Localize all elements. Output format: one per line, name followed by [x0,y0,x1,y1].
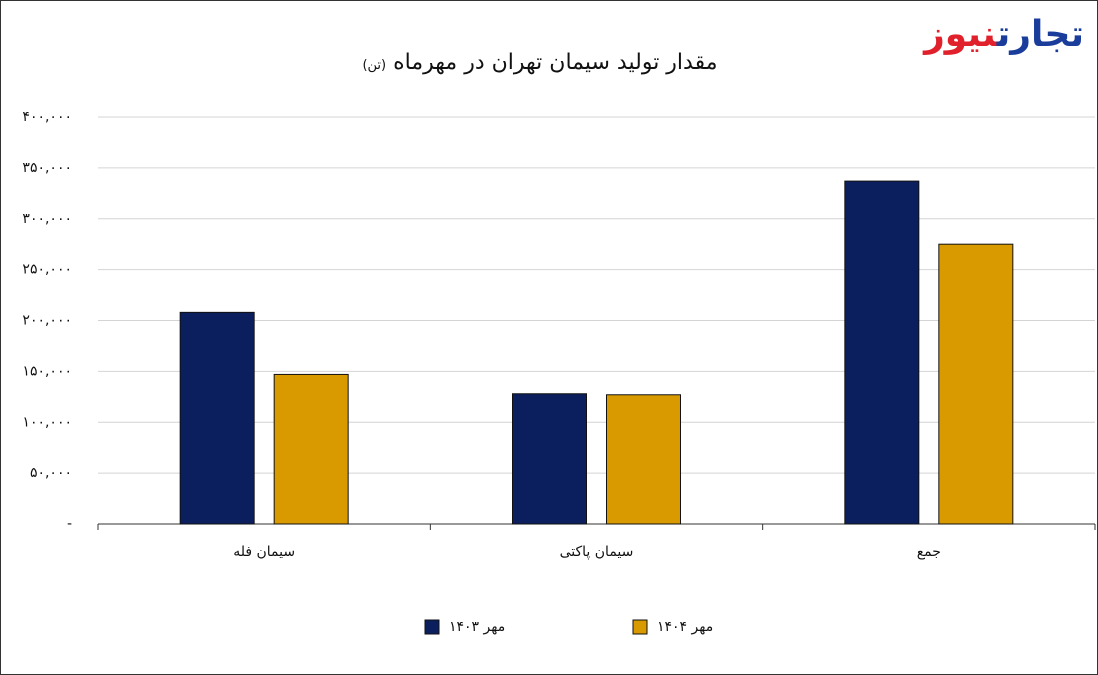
bar [273,373,349,525]
logo: تجارتنیوز [924,14,1084,55]
y-tick-label: ۲۵۰,۰۰۰ [22,262,72,278]
x-tick-label: جمع [917,544,941,560]
y-tick-label: ۳۵۰,۰۰۰ [22,160,72,176]
y-tick-label: ۲۰۰,۰۰۰ [22,313,72,329]
chart-title-box: مقدار تولید سیمان تهران در مهرماه (تن) [250,50,830,75]
bar [512,393,587,525]
y-tick-label: ۳۰۰,۰۰۰ [22,211,72,227]
y-tick-label: ۵۰,۰۰۰ [30,465,72,481]
bar [179,311,255,525]
legend-swatch [632,619,648,635]
legend-label: مهر ۱۴۰۳ [449,619,505,635]
x-tick-label: سیمان فله [233,544,295,560]
legend-label: مهر ۱۴۰۴ [657,619,713,635]
legend-swatch [424,619,440,635]
bar [844,180,920,525]
logo-second: نیوز [924,14,997,55]
bar [606,394,681,525]
logo-first: تجارت [996,14,1084,55]
chart-title: مقدار تولید سیمان تهران در مهرماه [393,50,718,75]
unit: (تن) [362,58,387,73]
y-tick-label: ۱۵۰,۰۰۰ [22,363,72,379]
x-tick-label: سیمان پاکتی [560,544,634,560]
y-tick-label: - [67,516,72,532]
y-tick-label: ۴۰۰,۰۰۰ [22,109,72,125]
y-tick-label: ۱۰۰,۰۰۰ [22,414,72,430]
bar [938,243,1014,525]
